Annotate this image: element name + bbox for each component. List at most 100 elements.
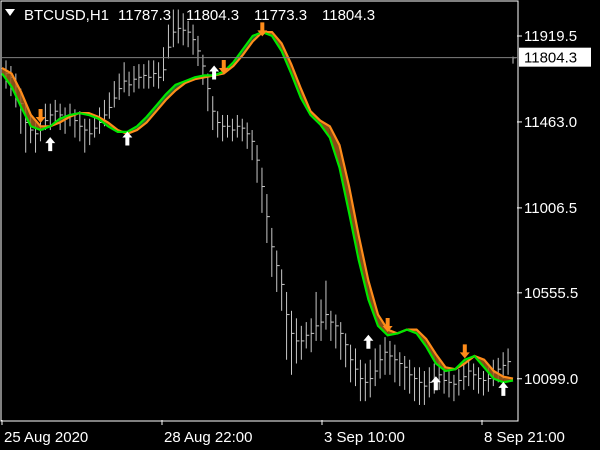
sell-arrow-icon (218, 60, 229, 75)
plot-layer (1, 9, 517, 405)
band-fill (339, 145, 350, 213)
dropdown-triangle-icon[interactable] (5, 9, 15, 16)
header-open: 11787.3 (118, 7, 171, 24)
price-bar (256, 145, 261, 183)
price-bar (507, 348, 512, 375)
header-high: 11804.3 (186, 7, 239, 24)
price-bar (251, 130, 256, 161)
price-bar (330, 310, 334, 341)
price-bar (374, 348, 379, 387)
fast-ma-line (1, 30, 514, 384)
current-price-label: 11804.3 (524, 50, 577, 67)
price-bar (404, 355, 408, 390)
price-bar (276, 250, 280, 292)
sell-arrow-icon (35, 108, 46, 123)
buy-arrow-icon (209, 65, 220, 80)
price-bar (384, 337, 389, 375)
band-fill (349, 186, 359, 260)
price-bar (300, 325, 305, 360)
slow-ma-line (1, 31, 514, 380)
price-bar (192, 24, 197, 55)
price-bar (84, 118, 88, 153)
plot-frame (0, 0, 519, 422)
header-low: 11773.3 (254, 7, 307, 24)
y-tick-label: 10555.5 (524, 285, 578, 302)
band-fill (21, 92, 31, 127)
x-tick-label: 28 Aug 22:00 (164, 429, 252, 446)
price-bar (310, 318, 315, 353)
price-bar (217, 111, 221, 138)
price-bar (227, 114, 231, 138)
y-tick-label: 11006.5 (524, 200, 577, 217)
axis-layer: 11804.3 11919.5 11463.0 11006.5 10555.5 10099… (1, 28, 591, 446)
price-bar (118, 73, 123, 100)
x-tick-label: 3 Sep 10:00 (324, 429, 405, 446)
price-bar (246, 122, 251, 149)
buy-arrow-icon (430, 376, 441, 391)
price-bar (448, 371, 453, 398)
sell-arrow-icon (459, 344, 470, 359)
price-bar (290, 310, 295, 375)
price-bar (128, 71, 133, 97)
price-bar (207, 73, 211, 112)
x-tick-label: 25 Aug 2020 (4, 429, 88, 446)
price-bar (59, 103, 64, 131)
price-bar (394, 344, 398, 383)
price-bar (443, 367, 448, 394)
price-bar (320, 299, 325, 341)
price-bar (143, 64, 147, 89)
price-bar (379, 344, 384, 379)
price-bar (399, 352, 403, 387)
price-bar (236, 114, 241, 138)
price-bar (350, 344, 354, 383)
price-bar (463, 363, 467, 390)
price-bar (389, 340, 393, 375)
price-bar (295, 318, 300, 364)
y-tick-label: 10099.0 (524, 371, 578, 388)
band-fill (11, 73, 22, 108)
price-bar (148, 60, 152, 89)
price-bar (231, 118, 236, 142)
price-bar (197, 35, 201, 67)
header-close: 11804.3 (322, 7, 375, 24)
buy-arrow-icon (45, 137, 56, 152)
price-bar (94, 114, 98, 138)
price-bar (182, 13, 187, 46)
price-bar (325, 280, 329, 330)
price-bar (354, 348, 359, 387)
price-bar (167, 24, 172, 59)
price-bar (482, 371, 487, 396)
price-bar (133, 66, 137, 93)
price-bar (54, 99, 59, 123)
buy-arrow-icon (363, 334, 374, 349)
price-bar (364, 363, 369, 402)
price-bar (315, 291, 320, 341)
price-bar (177, 9, 182, 44)
y-tick-label: 11919.5 (524, 28, 577, 45)
price-bar (305, 322, 310, 349)
price-bar (458, 369, 462, 396)
price-bar (113, 81, 118, 108)
price-bar (335, 314, 339, 349)
price-bar (340, 322, 344, 360)
price-bar (89, 118, 93, 146)
price-bar (222, 114, 226, 142)
buy-arrow-icon (122, 131, 133, 146)
price-bar (153, 60, 157, 87)
price-bar (428, 367, 433, 398)
price-bar (202, 54, 206, 85)
price-bar (418, 367, 423, 405)
header-symbol: BTCUSD,H1 (24, 7, 109, 24)
price-bar (473, 363, 477, 390)
price-bar (241, 118, 246, 142)
price-bar (468, 359, 472, 387)
price-bar (502, 352, 507, 379)
price-bar (158, 62, 162, 89)
price-bar (163, 47, 167, 82)
price-bar (409, 359, 413, 394)
price-bar (212, 96, 216, 131)
band-fill (484, 359, 494, 379)
price-bar (369, 359, 374, 398)
